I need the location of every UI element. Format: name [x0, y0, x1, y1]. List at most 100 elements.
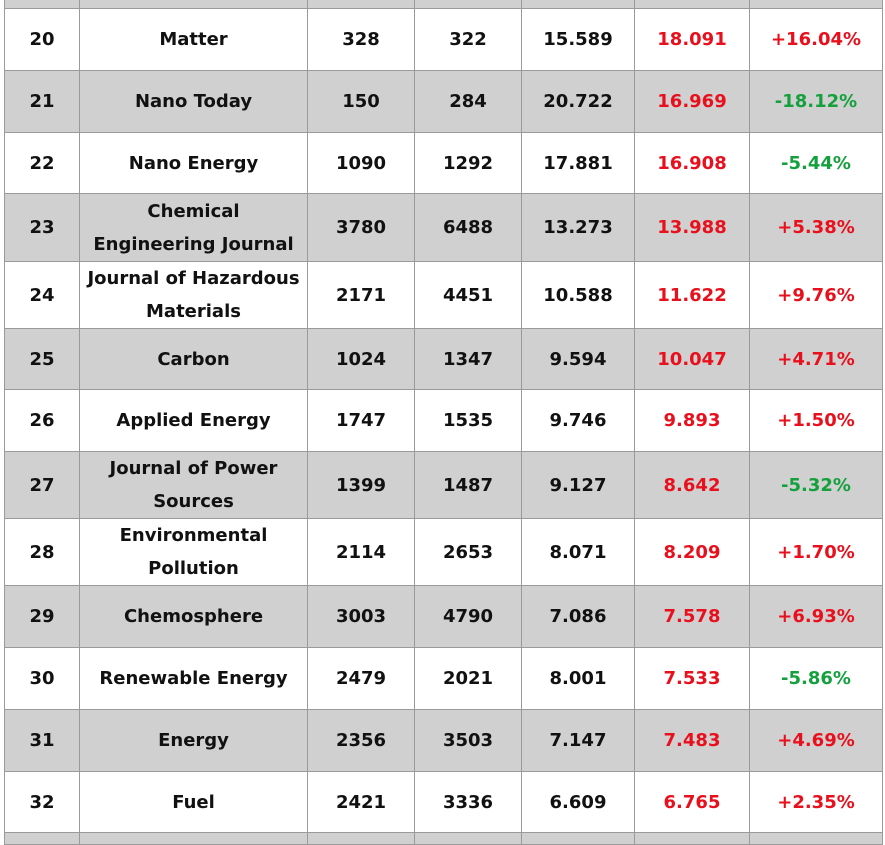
table-cell	[307, 832, 415, 845]
change-cell: +5.38%	[749, 193, 883, 262]
count-cell: 3780	[307, 193, 415, 262]
change-cell: +2.35%	[749, 771, 883, 833]
count-cell: 2171	[307, 261, 415, 329]
count-cell: 1487	[414, 451, 522, 519]
table-row-cut-bottom	[4, 832, 883, 845]
value-cell: 8.071	[521, 518, 635, 586]
value-cell: 6.609	[521, 771, 635, 833]
highlight-value-cell: 16.908	[634, 132, 750, 194]
value-cell: 10.588	[521, 261, 635, 329]
value-cell: 7.147	[521, 709, 635, 772]
table-cell	[521, 0, 635, 9]
table-cell	[307, 0, 415, 9]
journal-name-cell: Journal of Hazardous Materials	[79, 261, 308, 329]
rank-cell: 24	[4, 261, 80, 329]
table-cell	[634, 832, 750, 845]
journal-name-cell: Environmental Pollution	[79, 518, 308, 586]
journal-name-cell: Fuel	[79, 771, 308, 833]
highlight-value-cell: 18.091	[634, 8, 750, 71]
count-cell: 1747	[307, 389, 415, 452]
table-body: 20 Matter 328 322 15.589 18.091 +16.04% 21 Nano …	[4, 0, 883, 845]
count-cell: 2114	[307, 518, 415, 586]
count-cell: 1292	[414, 132, 522, 194]
table-cell	[414, 0, 522, 9]
change-cell: -5.32%	[749, 451, 883, 519]
count-cell: 1535	[414, 389, 522, 452]
value-cell: 9.594	[521, 328, 635, 390]
table-row: 28 Environmental Pollution 2114 2653 8.071 8.…	[4, 518, 883, 586]
journal-name-cell: Applied Energy	[79, 389, 308, 452]
table-row: 25 Carbon 1024 1347 9.594 10.047 +4.71%	[4, 328, 883, 390]
change-cell: -5.44%	[749, 132, 883, 194]
count-cell: 4790	[414, 585, 522, 648]
change-cell: +1.50%	[749, 389, 883, 452]
table-row-cut-top	[4, 0, 883, 9]
table-cell	[749, 0, 883, 9]
highlight-value-cell: 10.047	[634, 328, 750, 390]
rank-cell: 28	[4, 518, 80, 586]
count-cell: 150	[307, 70, 415, 133]
value-cell: 13.273	[521, 193, 635, 262]
table-row: 29 Chemosphere 3003 4790 7.086 7.578 +6.93%	[4, 585, 883, 648]
rank-cell: 25	[4, 328, 80, 390]
value-cell: 7.086	[521, 585, 635, 648]
count-cell: 3336	[414, 771, 522, 833]
table-cell	[749, 832, 883, 845]
highlight-value-cell: 16.969	[634, 70, 750, 133]
table-row: 32 Fuel 2421 3336 6.609 6.765 +2.35%	[4, 771, 883, 833]
count-cell: 1347	[414, 328, 522, 390]
highlight-value-cell: 13.988	[634, 193, 750, 262]
count-cell: 2021	[414, 647, 522, 710]
value-cell: 9.746	[521, 389, 635, 452]
count-cell: 2421	[307, 771, 415, 833]
table-row: 22 Nano Energy 1090 1292 17.881 16.908 -5.44%	[4, 132, 883, 194]
highlight-value-cell: 7.578	[634, 585, 750, 648]
journal-name-cell: Energy	[79, 709, 308, 772]
journal-name-cell: Chemical Engineering Journal	[79, 193, 308, 262]
journal-name-cell: Nano Energy	[79, 132, 308, 194]
count-cell: 2356	[307, 709, 415, 772]
count-cell: 1024	[307, 328, 415, 390]
rank-cell: 27	[4, 451, 80, 519]
rank-cell: 21	[4, 70, 80, 133]
journal-ranking-table: 20 Matter 328 322 15.589 18.091 +16.04% 21 Nano …	[4, 0, 883, 845]
table-cell	[521, 832, 635, 845]
rank-cell: 32	[4, 771, 80, 833]
count-cell: 1399	[307, 451, 415, 519]
table-cell	[4, 832, 80, 845]
count-cell: 2653	[414, 518, 522, 586]
rank-cell: 23	[4, 193, 80, 262]
journal-name-cell: Chemosphere	[79, 585, 308, 648]
change-cell: +1.70%	[749, 518, 883, 586]
count-cell: 284	[414, 70, 522, 133]
table-row: 30 Renewable Energy 2479 2021 8.001 7.533 -5.8…	[4, 647, 883, 710]
value-cell: 15.589	[521, 8, 635, 71]
count-cell: 1090	[307, 132, 415, 194]
count-cell: 328	[307, 8, 415, 71]
count-cell: 2479	[307, 647, 415, 710]
journal-name-cell: Carbon	[79, 328, 308, 390]
change-cell: -18.12%	[749, 70, 883, 133]
count-cell: 3503	[414, 709, 522, 772]
table-row: 31 Energy 2356 3503 7.147 7.483 +4.69%	[4, 709, 883, 772]
rank-cell: 30	[4, 647, 80, 710]
value-cell: 17.881	[521, 132, 635, 194]
table-cell	[79, 832, 308, 845]
journal-name-cell: Nano Today	[79, 70, 308, 133]
rank-cell: 26	[4, 389, 80, 452]
table-row: 26 Applied Energy 1747 1535 9.746 9.893 +1.50%	[4, 389, 883, 452]
rank-cell: 29	[4, 585, 80, 648]
highlight-value-cell: 8.642	[634, 451, 750, 519]
value-cell: 8.001	[521, 647, 635, 710]
highlight-value-cell: 7.483	[634, 709, 750, 772]
value-cell: 9.127	[521, 451, 635, 519]
count-cell: 6488	[414, 193, 522, 262]
highlight-value-cell: 6.765	[634, 771, 750, 833]
highlight-value-cell: 11.622	[634, 261, 750, 329]
journal-name-cell: Matter	[79, 8, 308, 71]
count-cell: 3003	[307, 585, 415, 648]
count-cell: 322	[414, 8, 522, 71]
table-row: 23 Chemical Engineering Journal 3780 6488 13…	[4, 193, 883, 262]
change-cell: +4.69%	[749, 709, 883, 772]
highlight-value-cell: 7.533	[634, 647, 750, 710]
